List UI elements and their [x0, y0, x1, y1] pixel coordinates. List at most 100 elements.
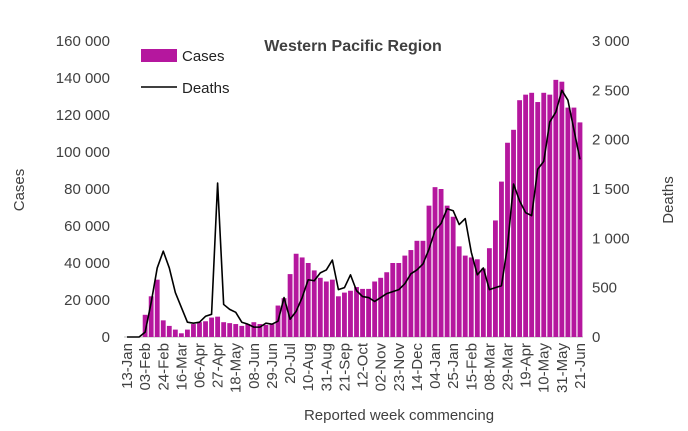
- y-tick-label: 20 000: [64, 292, 110, 309]
- cases-bar: [486, 248, 492, 337]
- cases-bar: [420, 240, 426, 337]
- cases-bar: [178, 333, 184, 337]
- cases-bar: [317, 277, 323, 337]
- y-tick-label: 100 000: [56, 144, 110, 161]
- cases-bar: [474, 259, 480, 337]
- x-tick-label: 16-Mar: [173, 343, 190, 391]
- cases-bar: [354, 287, 359, 337]
- cases-bar: [293, 253, 299, 337]
- cases-bar: [154, 279, 160, 337]
- y2-tick-label: 0: [592, 329, 600, 346]
- cases-bars: [142, 79, 583, 338]
- cases-bar: [571, 107, 577, 337]
- cases-bar: [342, 292, 347, 337]
- legend-deaths-label: Deaths: [182, 80, 230, 97]
- cases-bar: [257, 324, 263, 337]
- left-axis-ticks: 0 20 000 40 000 60 000 80 000 100 000 120 000 1…: [56, 33, 110, 346]
- cases-bar: [227, 323, 233, 338]
- x-tick-label: 19-Apr: [518, 343, 535, 388]
- cases-bar: [438, 189, 444, 337]
- cases-bar: [185, 329, 190, 337]
- x-axis-title: Reported week commencing: [304, 407, 494, 424]
- cases-bar: [535, 102, 541, 337]
- cases-bar: [493, 220, 498, 337]
- y2-tick-label: 1 000: [592, 230, 630, 247]
- x-tick-label: 27-Apr: [210, 343, 227, 388]
- y2-axis-title: Deaths: [660, 176, 677, 224]
- cases-bar: [547, 94, 553, 338]
- cases-bar: [311, 270, 317, 337]
- cases-bar: [233, 324, 239, 337]
- x-tick-label: 06-Apr: [192, 343, 209, 388]
- chart-title: Western Pacific Region: [264, 38, 442, 55]
- x-tick-label: 21-Jun: [572, 343, 589, 389]
- cases-bar: [269, 324, 275, 337]
- y-tick-label: 80 000: [64, 181, 110, 198]
- x-tick-label: 08-Mar: [481, 343, 498, 391]
- legend-cases-swatch: [141, 49, 177, 62]
- cases-bar: [553, 79, 559, 337]
- cases-bar: [263, 324, 269, 337]
- x-tick-label: 14-Dec: [409, 343, 426, 392]
- cases-bar: [517, 100, 522, 337]
- cases-bar: [384, 272, 390, 337]
- legend: Cases Deaths: [141, 48, 230, 97]
- y-tick-label: 140 000: [56, 70, 110, 87]
- cases-bar: [378, 277, 384, 337]
- right-axis-ticks: 0 500 1 000 1 500 2 000 2 500 3 000: [592, 33, 630, 346]
- cases-bar: [402, 255, 408, 337]
- y-tick-label: 120 000: [56, 107, 110, 124]
- cases-bar: [323, 281, 329, 337]
- y-tick-label: 40 000: [64, 255, 110, 272]
- legend-cases-label: Cases: [182, 48, 225, 65]
- x-tick-label: 29-Jun: [264, 343, 281, 389]
- y2-tick-label: 3 000: [592, 33, 630, 50]
- x-tick-label: 08-Jun: [246, 343, 263, 389]
- cases-bar: [329, 279, 335, 337]
- y2-tick-label: 2 000: [592, 132, 630, 149]
- y-tick-label: 160 000: [56, 33, 110, 50]
- x-tick-label: 31-Aug: [318, 343, 335, 391]
- cases-bar: [148, 296, 154, 337]
- x-tick-label: 18-May: [228, 343, 245, 394]
- cases-bar: [372, 281, 378, 337]
- y2-tick-label: 500: [592, 280, 617, 297]
- cases-bar: [281, 298, 287, 337]
- x-tick-label: 25-Jan: [445, 343, 462, 389]
- x-tick-label: 31-May: [554, 343, 571, 394]
- x-tick-label: 10-Aug: [300, 343, 317, 391]
- cases-bar: [360, 288, 365, 337]
- cases-bar: [565, 107, 571, 337]
- cases-bar: [432, 187, 438, 337]
- cases-bar: [456, 246, 462, 337]
- x-tick-label: 23-Nov: [391, 343, 408, 392]
- y2-tick-label: 2 500: [592, 82, 630, 99]
- cases-bar: [348, 290, 353, 337]
- x-tick-label: 29-Mar: [500, 343, 517, 391]
- cases-bar: [203, 321, 208, 337]
- cases-bar: [444, 205, 450, 337]
- x-tick-label: 03-Feb: [137, 343, 154, 391]
- x-tick-label: 10-May: [536, 343, 553, 394]
- cases-bar: [305, 263, 311, 337]
- cases-bar: [215, 316, 221, 337]
- y-tick-label: 0: [102, 329, 110, 346]
- y2-tick-label: 1 500: [592, 181, 630, 198]
- y-axis-title: Cases: [11, 169, 28, 212]
- cases-bar: [559, 81, 565, 337]
- x-tick-label: 02-Nov: [373, 343, 390, 392]
- cases-bar: [426, 205, 432, 337]
- cases-bar: [335, 296, 341, 337]
- cases-bar: [499, 181, 504, 337]
- cases-bar: [197, 322, 202, 337]
- x-axis-ticks: 13-Jan 03-Feb 24-Feb 16-Mar 06-Apr 27-Apr 18-M…: [119, 342, 589, 393]
- cases-bar: [396, 263, 402, 337]
- cases-bar: [408, 250, 414, 337]
- cases-bar: [172, 329, 178, 337]
- cases-bar: [191, 324, 196, 337]
- cases-bar: [468, 257, 474, 337]
- cases-bar: [166, 325, 172, 337]
- cases-bar: [462, 255, 468, 337]
- x-tick-label: 13-Jan: [119, 343, 136, 389]
